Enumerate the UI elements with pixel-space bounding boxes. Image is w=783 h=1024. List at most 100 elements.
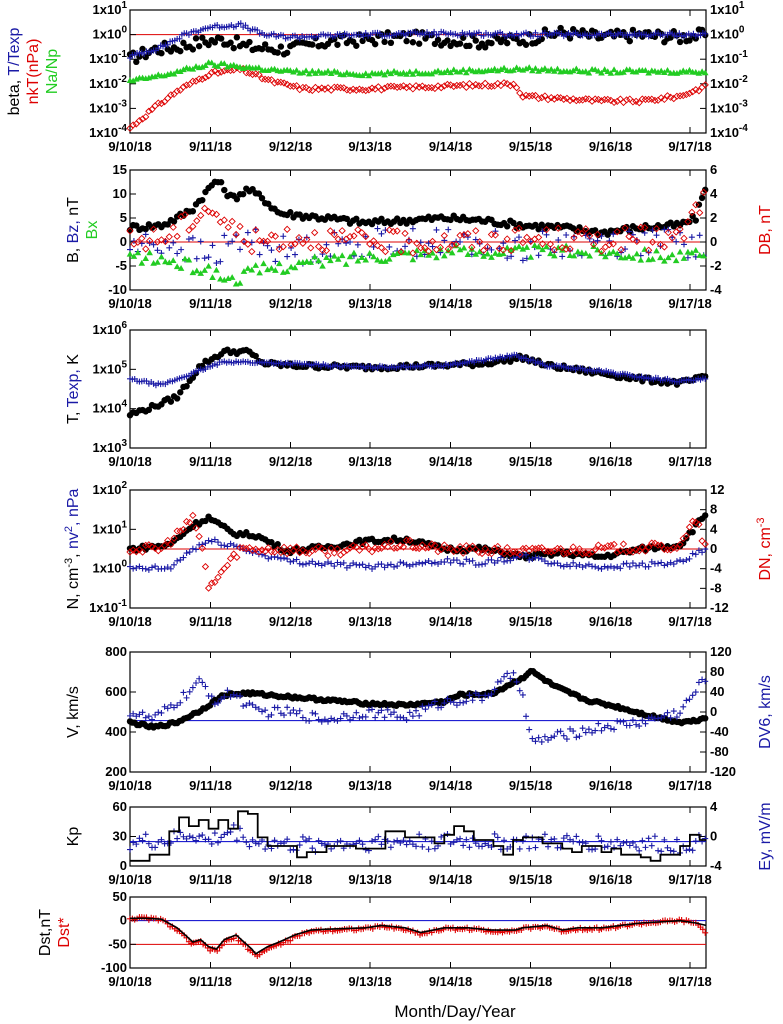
dens-data-point bbox=[161, 565, 168, 572]
beta-data-point bbox=[158, 50, 165, 57]
dens-data-point bbox=[510, 555, 517, 562]
mag-data-point bbox=[692, 217, 699, 224]
mag-data-point bbox=[652, 225, 661, 233]
mag-data-point bbox=[519, 239, 527, 247]
dst-y-axis-label: Dst,nT bbox=[37, 909, 54, 956]
mag-data-point bbox=[189, 234, 196, 241]
beta-data-point bbox=[396, 83, 404, 91]
x-tick-label: 9/17/18 bbox=[668, 614, 711, 629]
vel-data-point bbox=[309, 709, 316, 716]
beta-data-point bbox=[488, 67, 495, 73]
mag-data-point bbox=[542, 226, 551, 234]
kp-data-point bbox=[403, 841, 410, 848]
vel-data-point bbox=[579, 725, 586, 732]
beta-data-point bbox=[560, 95, 568, 103]
mag-data-point bbox=[217, 258, 224, 265]
mag-data-point bbox=[134, 249, 142, 256]
vel-data-point bbox=[699, 676, 706, 683]
dens-data-point bbox=[211, 536, 218, 543]
x-tick-label: 9/16/18 bbox=[589, 454, 632, 469]
dens-data-point bbox=[507, 557, 514, 564]
vel-data-point bbox=[692, 689, 699, 696]
mag-data-point bbox=[508, 253, 515, 260]
dens-data-point bbox=[318, 562, 325, 569]
dens-data-point bbox=[569, 543, 577, 551]
mag-data-point bbox=[409, 249, 417, 257]
mag-data-point bbox=[515, 234, 522, 241]
mag-data-point bbox=[327, 257, 334, 264]
vel-data-point bbox=[475, 692, 482, 699]
dens-data-point bbox=[534, 544, 543, 552]
dens-data-point bbox=[682, 532, 690, 540]
dens-data-point bbox=[387, 537, 395, 546]
beta-data-point bbox=[510, 66, 517, 73]
dens-data-point bbox=[372, 563, 379, 570]
dens-data-point bbox=[223, 561, 232, 569]
beta-data-point bbox=[547, 65, 555, 72]
dens-series-DN bbox=[126, 511, 709, 592]
x-tick-label: 9/14/18 bbox=[429, 454, 472, 469]
kp-data-point bbox=[501, 837, 508, 844]
dens-data-point bbox=[145, 566, 152, 573]
dens-data-point bbox=[384, 543, 392, 551]
vel-data-point bbox=[472, 690, 479, 697]
beta-data-point bbox=[528, 91, 536, 100]
mag-data-point bbox=[240, 268, 248, 274]
mag-data-point bbox=[323, 254, 330, 260]
dens-data-point bbox=[330, 549, 338, 557]
x-tick-label: 9/15/18 bbox=[509, 974, 552, 989]
mag-data-point bbox=[178, 246, 185, 253]
mag-data-point bbox=[680, 241, 687, 248]
kp-data-point bbox=[413, 843, 420, 850]
dens-data-point bbox=[369, 565, 376, 572]
vel-data-point bbox=[331, 716, 338, 723]
mag-data-point bbox=[495, 244, 503, 253]
kp-data-point bbox=[689, 847, 696, 854]
mag-data-point bbox=[688, 234, 695, 241]
y-tick-label: 1x104 bbox=[93, 399, 128, 416]
mag-data-point bbox=[515, 243, 523, 250]
mag-series-Bx bbox=[126, 242, 707, 287]
vel-y2-axis-label: DV6, km/s bbox=[757, 675, 774, 749]
kp-data-point bbox=[227, 828, 234, 835]
vel-data-point bbox=[535, 734, 542, 741]
mag-data-point bbox=[130, 253, 138, 259]
beta-data-point bbox=[302, 67, 310, 74]
mag-data-point bbox=[433, 226, 440, 233]
mag-data-point bbox=[503, 235, 511, 243]
mag-data-point bbox=[228, 274, 236, 280]
beta-data-point bbox=[202, 62, 209, 68]
vel-data-point bbox=[174, 702, 181, 709]
mag-data-point bbox=[386, 255, 393, 262]
mag-data-point bbox=[629, 254, 637, 261]
kp-data-point bbox=[494, 834, 501, 841]
vel-data-point bbox=[567, 725, 574, 732]
mag-data-point bbox=[692, 247, 700, 253]
dens-data-point bbox=[309, 558, 316, 565]
kp-data-point bbox=[573, 833, 580, 840]
dens-data-point bbox=[129, 546, 137, 554]
dens-data-point bbox=[192, 524, 200, 532]
dens-data-point bbox=[164, 564, 171, 571]
y2-tick-label: -12 bbox=[710, 600, 729, 615]
dens-data-point bbox=[186, 549, 193, 556]
y-tick-label: 0 bbox=[120, 913, 127, 928]
beta-data-point bbox=[679, 91, 687, 100]
dens-data-point bbox=[664, 561, 671, 568]
kp-data-point bbox=[230, 822, 237, 829]
mag-data-point bbox=[370, 253, 377, 260]
beta-data-point bbox=[211, 39, 219, 46]
vel-data-point bbox=[145, 713, 152, 720]
dens-data-point bbox=[482, 560, 489, 567]
beta-data-point bbox=[299, 83, 307, 92]
mag-data-point bbox=[193, 217, 201, 225]
kp-data-point bbox=[177, 829, 184, 836]
mag-data-point bbox=[554, 224, 562, 232]
vel-data-point bbox=[177, 699, 184, 706]
kp-data-point bbox=[661, 836, 668, 843]
kp-data-point bbox=[526, 845, 533, 852]
beta-data-point bbox=[437, 84, 445, 92]
dens-data-point bbox=[315, 560, 322, 567]
beta-data-point bbox=[274, 49, 281, 56]
vel-data-point bbox=[255, 706, 262, 713]
